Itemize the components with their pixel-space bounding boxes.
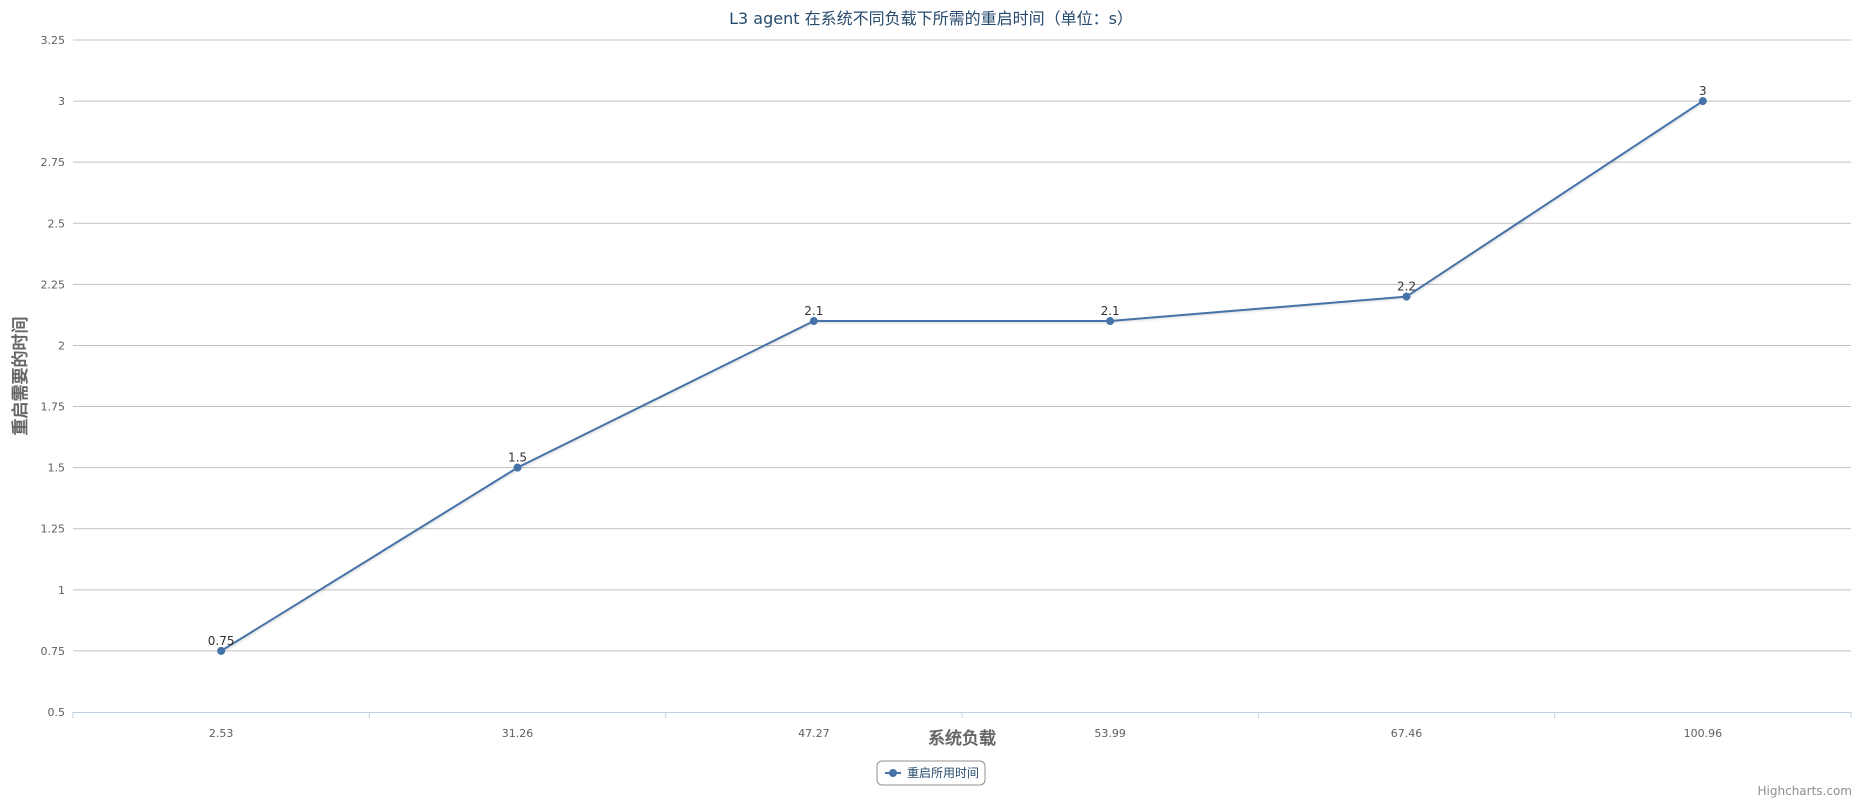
data-point[interactable]: [1698, 97, 1707, 106]
y-tick-label: 1.25: [41, 523, 66, 536]
data-point[interactable]: [809, 317, 818, 326]
data-point[interactable]: [1106, 317, 1115, 326]
x-tick-label: 2.53: [209, 727, 234, 740]
y-axis: 0.5 0.75 1 1.25 1.5 1.75 2 2.25 2.5 2.75 3 3.25: [41, 34, 66, 719]
legend-box[interactable]: [876, 760, 986, 786]
data-label: 2.1: [1101, 304, 1120, 318]
legend[interactable]: 重启所用时间: [876, 760, 986, 786]
data-point[interactable]: [513, 463, 522, 472]
y-axis-title: 重启需要的时间: [10, 317, 31, 436]
y-tick-label: 2: [58, 339, 65, 352]
x-tick-label: 67.46: [1391, 727, 1423, 740]
data-labels: 0.75 1.5 2.1 2.1 2.2 3: [208, 84, 1707, 648]
y-tick-label: 1: [58, 584, 65, 597]
credits-link[interactable]: Highcharts.com: [1758, 784, 1852, 798]
x-tick-label: 53.99: [1094, 727, 1126, 740]
y-tick-label: 0.75: [41, 645, 66, 658]
x-axis: 2.53 31.26 47.27 53.99 67.46 100.96: [72, 712, 1852, 740]
data-point[interactable]: [217, 646, 226, 655]
x-tick-label: 100.96: [1684, 727, 1723, 740]
y-tick-label: 1.75: [41, 401, 66, 414]
y-tick-label: 1.5: [48, 462, 66, 475]
legend-marker-icon: [889, 769, 897, 777]
x-tick-label: 31.26: [502, 727, 534, 740]
legend-item-label[interactable]: 重启所用时间: [907, 766, 979, 780]
y-tick-label: 2.75: [41, 156, 66, 169]
series-line-path[interactable]: [220, 100, 1704, 652]
data-point[interactable]: [1402, 292, 1411, 301]
series-line: [217, 97, 1707, 655]
y-tick-label: 3.25: [41, 34, 66, 47]
data-label: 3: [1699, 84, 1707, 98]
chart-title: L3 agent 在系统不同负载下所需的重启时间（单位：s）: [729, 9, 1133, 28]
grid-lines: [73, 39, 1851, 652]
y-tick-label: 3: [58, 95, 65, 108]
y-tick-label: 2.25: [41, 278, 66, 291]
y-tick-label: 2.5: [48, 217, 66, 230]
x-tick-label: 47.27: [798, 727, 830, 740]
data-label: 2.2: [1397, 280, 1416, 294]
data-label: 0.75: [208, 634, 235, 648]
y-tick-label: 0.5: [48, 706, 66, 719]
data-label: 2.1: [804, 304, 823, 318]
x-axis-title: 系统负载: [928, 728, 996, 749]
data-label: 1.5: [508, 451, 527, 465]
